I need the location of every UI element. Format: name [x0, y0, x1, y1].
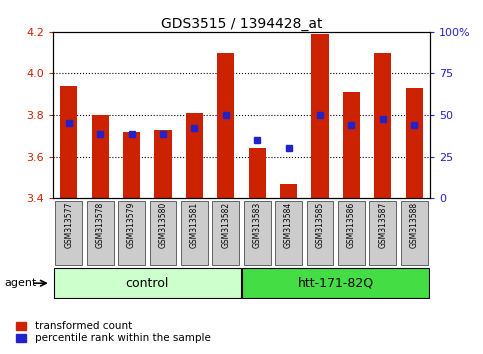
Text: GSM313586: GSM313586	[347, 202, 356, 248]
Text: GSM313583: GSM313583	[253, 202, 262, 248]
Bar	[280, 184, 297, 198]
FancyBboxPatch shape	[401, 201, 427, 265]
Text: htt-171-82Q: htt-171-82Q	[298, 277, 374, 290]
Text: GSM313588: GSM313588	[410, 202, 419, 248]
Bar	[312, 34, 328, 198]
Text: GSM313580: GSM313580	[158, 202, 168, 248]
Text: GSM313582: GSM313582	[221, 202, 230, 248]
Text: GSM313581: GSM313581	[190, 202, 199, 248]
Bar	[343, 92, 360, 198]
Text: control: control	[126, 277, 169, 290]
Text: GSM313577: GSM313577	[64, 202, 73, 249]
Text: GSM313584: GSM313584	[284, 202, 293, 248]
FancyBboxPatch shape	[56, 201, 82, 265]
FancyBboxPatch shape	[275, 201, 302, 265]
FancyBboxPatch shape	[307, 201, 333, 265]
FancyBboxPatch shape	[54, 268, 241, 298]
Bar	[186, 113, 203, 198]
FancyBboxPatch shape	[242, 268, 429, 298]
Text: agent: agent	[5, 278, 37, 288]
FancyBboxPatch shape	[181, 201, 208, 265]
FancyBboxPatch shape	[150, 201, 176, 265]
FancyBboxPatch shape	[244, 201, 270, 265]
Legend: transformed count, percentile rank within the sample: transformed count, percentile rank withi…	[15, 320, 212, 344]
Bar	[217, 53, 234, 198]
Bar	[374, 53, 391, 198]
Bar	[123, 132, 140, 198]
FancyBboxPatch shape	[118, 201, 145, 265]
FancyBboxPatch shape	[213, 201, 239, 265]
Text: GSM313587: GSM313587	[378, 202, 387, 248]
Text: GSM313579: GSM313579	[127, 202, 136, 249]
Text: GSM313585: GSM313585	[315, 202, 325, 248]
FancyBboxPatch shape	[369, 201, 396, 265]
Bar	[249, 148, 266, 198]
Bar	[60, 86, 77, 198]
Bar	[406, 88, 423, 198]
FancyBboxPatch shape	[338, 201, 365, 265]
Text: GSM313578: GSM313578	[96, 202, 105, 248]
Bar	[155, 130, 171, 198]
Bar	[92, 115, 109, 198]
FancyBboxPatch shape	[87, 201, 114, 265]
Title: GDS3515 / 1394428_at: GDS3515 / 1394428_at	[161, 17, 322, 31]
